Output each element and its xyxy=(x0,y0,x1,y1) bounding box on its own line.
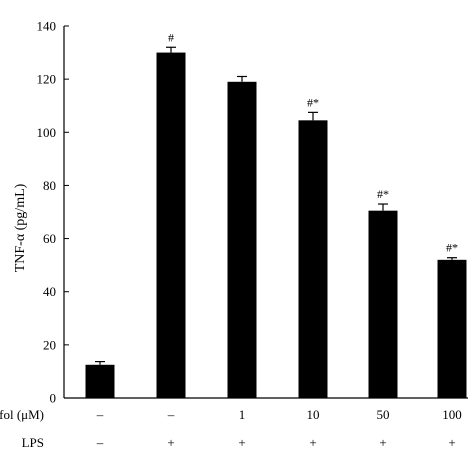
factor-value: 1 xyxy=(239,407,246,422)
significance-mark: #* xyxy=(446,241,458,255)
factor-value: – xyxy=(96,407,104,422)
y-tick-label: 20 xyxy=(43,337,56,352)
factor-rows: Propofol (μM) – – 1 10 50 100 LPS – + + + + + xyxy=(0,407,462,450)
factor-value: 50 xyxy=(377,407,390,422)
factor-value: 100 xyxy=(442,407,462,422)
bars-layer xyxy=(85,52,467,399)
y-tick-label: 60 xyxy=(43,231,56,246)
y-tick-label: 40 xyxy=(43,284,56,299)
significance-mark: #* xyxy=(377,187,389,201)
y-tick-label: 100 xyxy=(37,125,57,140)
bar xyxy=(156,52,186,398)
significance-mark: #* xyxy=(307,95,319,109)
factor-row-label: Propofol (μM) xyxy=(0,407,44,422)
factor-value: – xyxy=(96,435,104,450)
significance-mark: # xyxy=(168,30,174,44)
significance-annotations: # #* #* #* xyxy=(168,30,458,254)
y-tick-label: 140 xyxy=(37,19,57,34)
y-axis-title: TNF-α (pg/mL) xyxy=(13,183,28,272)
bar xyxy=(85,364,115,398)
y-tick-label: 120 xyxy=(37,72,57,87)
y-tick-label: 80 xyxy=(43,178,56,193)
factor-value: – xyxy=(167,407,175,422)
factor-value: + xyxy=(309,435,316,450)
factor-value: + xyxy=(238,435,245,450)
bar xyxy=(437,259,467,398)
factor-value: + xyxy=(167,435,174,450)
bar xyxy=(298,120,328,398)
error-bars-layer xyxy=(95,46,457,365)
bar xyxy=(368,210,398,398)
factor-value: + xyxy=(448,435,455,450)
factor-value: + xyxy=(379,435,386,450)
factor-row-label: LPS xyxy=(22,435,44,450)
bar xyxy=(227,81,257,399)
y-axis: 0 20 40 60 80 100 120 140 xyxy=(37,19,468,406)
y-tick-label: 0 xyxy=(50,391,57,406)
factor-value: 10 xyxy=(307,407,320,422)
